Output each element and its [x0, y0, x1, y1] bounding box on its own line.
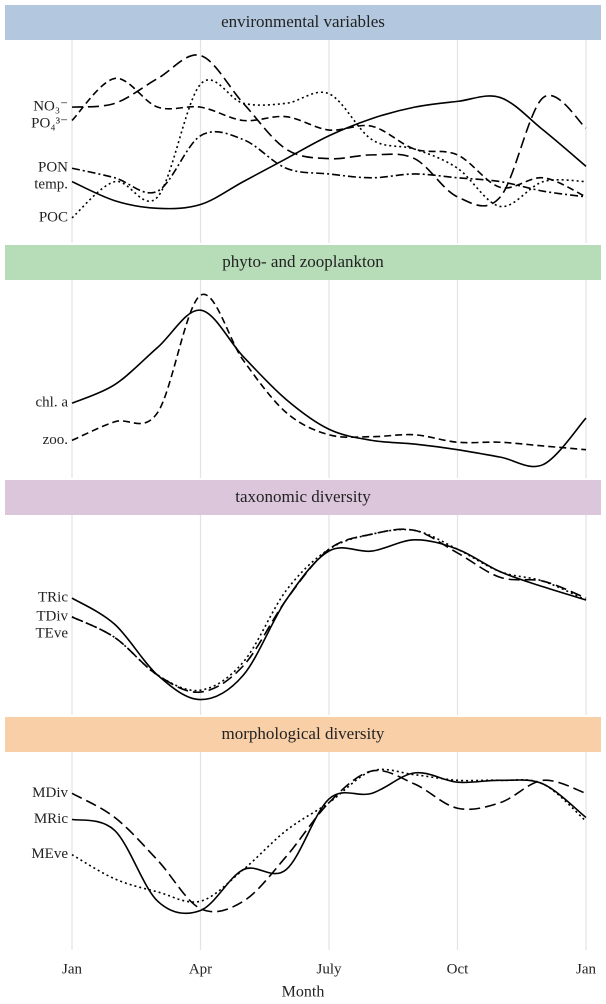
x-tick-label: Apr: [189, 961, 212, 977]
series-line: [71, 293, 587, 451]
strip: [5, 480, 601, 515]
series-label: PON: [38, 160, 68, 176]
series-label: PO₄³⁻: [31, 116, 68, 132]
series-label: TRic: [38, 590, 68, 606]
series-label: MRic: [34, 811, 69, 827]
panel-title: taxonomic diversity: [235, 487, 371, 506]
series-label: POC: [39, 209, 68, 225]
strip: [5, 245, 601, 280]
x-tick-label: Jan: [576, 961, 596, 977]
series-label: MDiv: [32, 785, 68, 801]
series-label: temp.: [34, 177, 68, 193]
series-label: chl. a: [36, 395, 69, 411]
series-line: [71, 771, 587, 915]
strip: [5, 717, 601, 752]
x-tick-label: Oct: [447, 961, 469, 977]
series-label: NO₃⁻: [33, 99, 68, 115]
series-line: [71, 130, 587, 198]
x-tick-label: July: [316, 961, 342, 977]
panel-title: morphological diversity: [222, 724, 385, 743]
x-axis-label: Month: [282, 984, 325, 1001]
series-line: [71, 77, 587, 198]
strip: [5, 5, 601, 40]
panel-title: phyto- and zooplankton: [222, 252, 384, 271]
series-label: TEve: [36, 625, 69, 641]
series-line: [71, 309, 587, 468]
series-line: [71, 528, 587, 693]
series-label: MEve: [31, 846, 68, 862]
panel-title: environmental variables: [221, 12, 385, 31]
series-line: [71, 95, 587, 210]
series-label: zoo.: [43, 432, 68, 448]
series-line: [71, 768, 587, 903]
x-tick-label: Jan: [62, 961, 82, 977]
series-line: [71, 528, 587, 692]
series-label: TDiv: [36, 608, 68, 624]
